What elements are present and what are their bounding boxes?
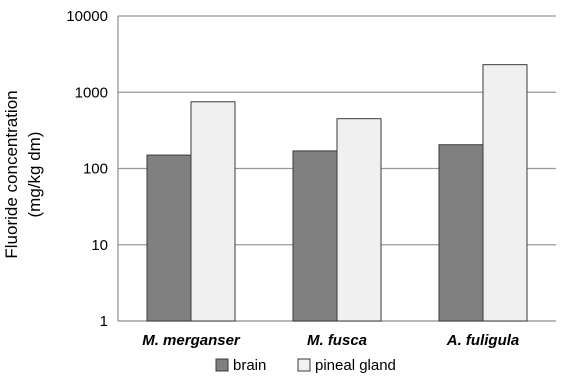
y-axis-title-line: Fluoride concentration <box>2 90 21 258</box>
y-tick-label: 1 <box>100 313 108 330</box>
y-axis-title-text: Fluoride concentration (mg/kg dm) <box>2 90 44 258</box>
x-tick-label: M. merganser <box>142 332 241 349</box>
tick-labels: 1 10 100 1000 10000 M. merganser M. fusca A. fu… <box>66 8 519 349</box>
bar-pineal-gland-2 <box>336 118 382 322</box>
y-tick-label: 100 <box>83 161 108 178</box>
y-axis-title-line: (mg/kg dm) <box>25 132 44 218</box>
bar-brain-3 <box>438 144 484 322</box>
x-tick-label: M. fusca <box>307 332 367 349</box>
y-tick-label: 10000 <box>66 8 108 25</box>
x-tick-label: A. fuligula <box>446 332 520 349</box>
legend-swatch-pineal-gland <box>297 358 311 372</box>
y-axis-title: Fluoride concentration (mg/kg dm) <box>2 90 44 258</box>
legend-label-brain: brain <box>233 357 266 374</box>
bar-pineal-gland-1 <box>190 101 236 322</box>
bars <box>146 64 528 322</box>
legend-swatch-brain <box>215 358 229 372</box>
legend: brain pineal gland <box>215 357 396 374</box>
legend-label-pineal-gland: pineal gland <box>315 357 396 374</box>
y-tick-label: 10 <box>91 237 108 254</box>
bar-pineal-gland-3 <box>482 64 528 322</box>
bar-brain-1 <box>146 154 192 322</box>
y-tick-label: 1000 <box>75 84 108 101</box>
bar-brain-2 <box>292 150 338 322</box>
